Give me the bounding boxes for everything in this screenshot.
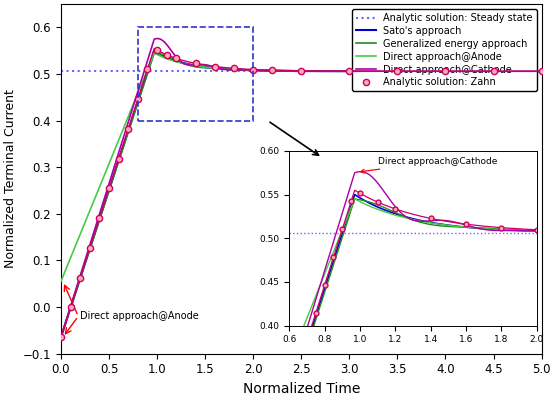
- Generalized energy approach: [524, 69, 531, 74]
- Generalized energy approach: [279, 68, 285, 73]
- Analytic solution: Zahn: (0.8, 0.446): Zahn: (0.8, 0.446): [134, 97, 141, 102]
- Direct approach@Anode: [524, 69, 531, 74]
- X-axis label: Normalized Time: Normalized Time: [243, 382, 360, 396]
- Analytic solution: Zahn: (1.6, 0.516): Zahn: (1.6, 0.516): [211, 64, 218, 69]
- Direct approach@Anode: [82, 219, 89, 224]
- Analytic solution: Zahn: (4.5, 0.506): Zahn: (4.5, 0.506): [490, 69, 497, 74]
- Direct approach@Cathode: [524, 69, 531, 74]
- Analytic solution: Steady state: (1, 0.506): Steady state: (1, 0.506): [154, 69, 160, 74]
- Analytic solution: Zahn: (1.4, 0.523): Zahn: (1.4, 0.523): [192, 61, 199, 66]
- Analytic solution: Steady state: (0, 0.506): Steady state: (0, 0.506): [58, 69, 64, 74]
- Y-axis label: Normalized Terminal Current: Normalized Terminal Current: [4, 90, 17, 268]
- Direct approach@Anode: [436, 69, 443, 74]
- Analytic solution: Zahn: (0.3, 0.127): Zahn: (0.3, 0.127): [87, 246, 93, 250]
- Line: Generalized energy approach: Generalized energy approach: [61, 53, 542, 337]
- Direct approach@Anode: [279, 68, 285, 73]
- Analytic solution: Zahn: (0.4, 0.191): Zahn: (0.4, 0.191): [96, 216, 103, 220]
- Direct approach@Cathode: [279, 68, 285, 73]
- Direct approach@Anode: [538, 69, 545, 74]
- Text: Direct approach@Anode: Direct approach@Anode: [80, 311, 199, 321]
- Sato's approach: [291, 68, 298, 73]
- Direct approach@Cathode: [154, 36, 161, 41]
- Analytic solution: Zahn: (0.6, 0.319): Zahn: (0.6, 0.319): [115, 156, 122, 161]
- Generalized energy approach: [538, 69, 545, 74]
- Line: Analytic solution: Zahn: Analytic solution: Zahn: [58, 47, 544, 340]
- Analytic solution: Zahn: (1.8, 0.512): Zahn: (1.8, 0.512): [231, 66, 238, 71]
- Sato's approach: [524, 69, 531, 74]
- Analytic solution: Zahn: (2.2, 0.508): Zahn: (2.2, 0.508): [269, 68, 276, 72]
- Analytic solution: Zahn: (3, 0.506): Zahn: (3, 0.506): [346, 69, 352, 74]
- Sato's approach: [524, 69, 531, 74]
- Bar: [138, 28, 253, 121]
- Legend: Analytic solution: Steady state, Sato's approach, Generalized energy approach, D: Analytic solution: Steady state, Sato's …: [352, 9, 537, 91]
- Generalized energy approach: [524, 69, 531, 74]
- Direct approach@Anode: [151, 51, 158, 56]
- Sato's approach: [82, 260, 89, 264]
- Generalized energy approach: [58, 335, 64, 340]
- Sato's approach: [151, 48, 158, 53]
- Line: Direct approach@Cathode: Direct approach@Cathode: [61, 38, 542, 337]
- Analytic solution: Zahn: (0.9, 0.51): Zahn: (0.9, 0.51): [144, 67, 151, 72]
- Direct approach@Anode: [524, 69, 531, 74]
- Direct approach@Cathode: [524, 69, 531, 74]
- Direct approach@Anode: [58, 279, 64, 284]
- Generalized energy approach: [151, 51, 158, 56]
- Analytic solution: Zahn: (1, 0.551): Zahn: (1, 0.551): [154, 48, 160, 52]
- Direct approach@Cathode: [291, 68, 298, 73]
- Direct approach@Anode: [291, 68, 298, 73]
- Direct approach@Cathode: [58, 335, 64, 340]
- Analytic solution: Zahn: (2, 0.51): Zahn: (2, 0.51): [250, 67, 256, 72]
- Direct approach@Cathode: [436, 69, 443, 74]
- Analytic solution: Zahn: (2.5, 0.507): Zahn: (2.5, 0.507): [298, 68, 305, 73]
- Analytic solution: Zahn: (0.2, 0.0628): Zahn: (0.2, 0.0628): [77, 275, 83, 280]
- Analytic solution: Zahn: (0, -0.065): Zahn: (0, -0.065): [58, 335, 64, 340]
- Analytic solution: Zahn: (1.2, 0.534): Zahn: (1.2, 0.534): [173, 56, 180, 61]
- Analytic solution: Zahn: (3.5, 0.506): Zahn: (3.5, 0.506): [394, 69, 401, 74]
- Sato's approach: [436, 69, 443, 74]
- Analytic solution: Zahn: (0.7, 0.382): Zahn: (0.7, 0.382): [125, 126, 132, 131]
- Line: Sato's approach: Sato's approach: [61, 51, 542, 337]
- Generalized energy approach: [436, 69, 443, 74]
- Generalized energy approach: [291, 68, 298, 73]
- Direct approach@Cathode: [538, 69, 545, 74]
- Analytic solution: Zahn: (4, 0.506): Zahn: (4, 0.506): [442, 69, 449, 74]
- Analytic solution: Zahn: (1.1, 0.541): Zahn: (1.1, 0.541): [163, 52, 170, 57]
- Analytic solution: Zahn: (5, 0.506): Zahn: (5, 0.506): [538, 69, 545, 74]
- Sato's approach: [538, 69, 545, 74]
- Analytic solution: Zahn: (0.1, -0.00108): Zahn: (0.1, -0.00108): [67, 305, 74, 310]
- Sato's approach: [279, 68, 285, 73]
- Generalized energy approach: [82, 260, 89, 265]
- Line: Direct approach@Anode: Direct approach@Anode: [61, 53, 542, 281]
- Analytic solution: Zahn: (0.5, 0.255): Zahn: (0.5, 0.255): [105, 186, 112, 191]
- Direct approach@Cathode: [82, 256, 89, 261]
- Sato's approach: [58, 335, 64, 340]
